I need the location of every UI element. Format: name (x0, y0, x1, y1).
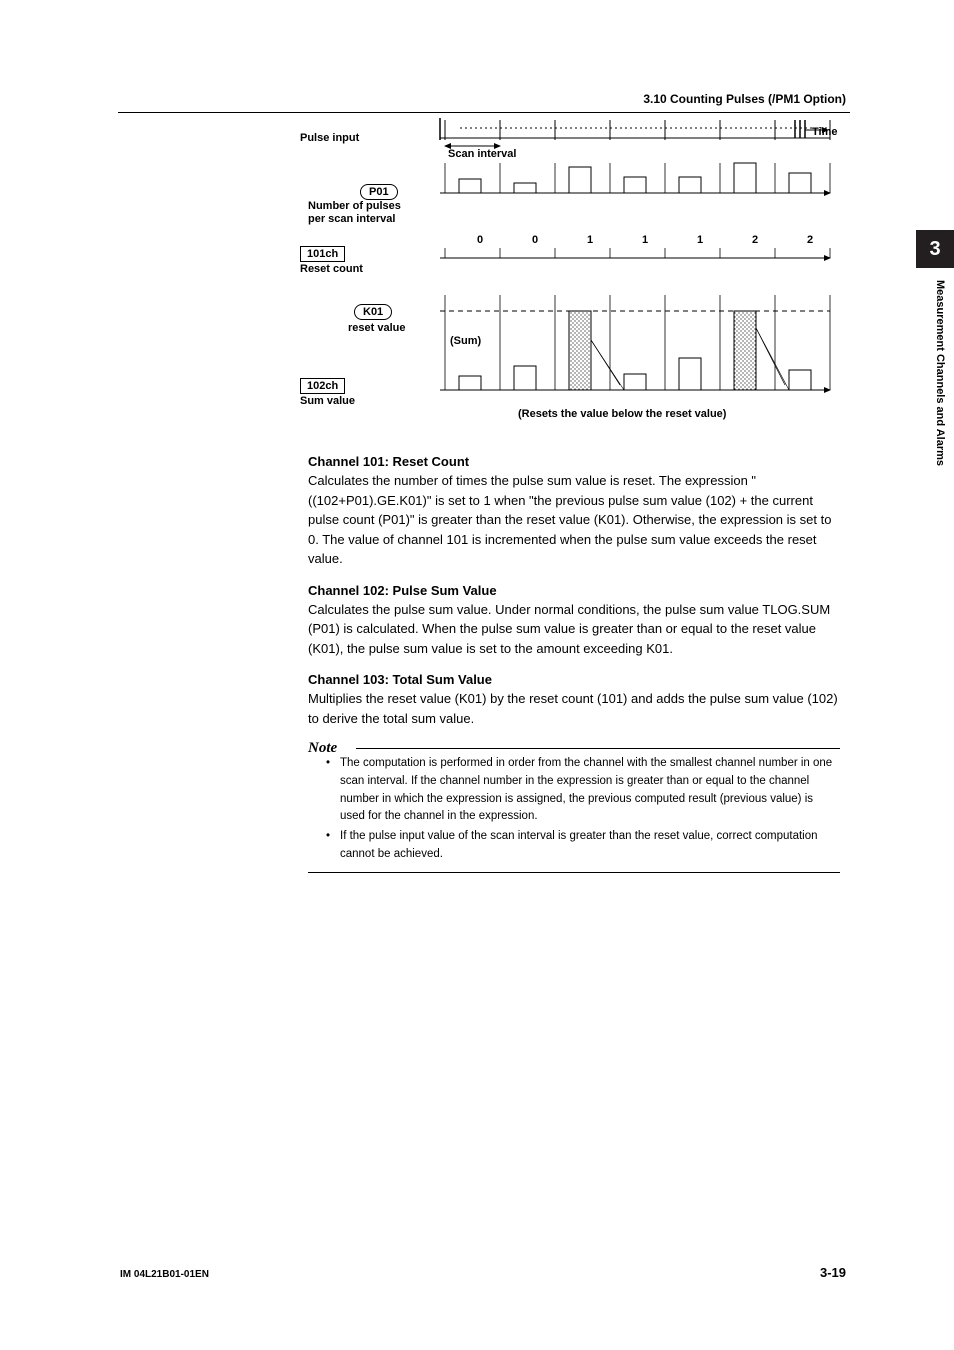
label-scan-interval: Scan interval (448, 148, 516, 160)
label-sum-value: Sum value (300, 395, 355, 407)
label-time: Time (812, 126, 837, 138)
count-0: 0 (477, 234, 483, 246)
count-2: 1 (587, 234, 593, 246)
label-pulse-input: Pulse input (300, 132, 359, 144)
para-ch103: Multiplies the reset value (K01) by the … (308, 689, 840, 728)
section-header: 3.10 Counting Pulses (/PM1 Option) (643, 92, 846, 106)
note-item-2: If the pulse input value of the scan int… (326, 828, 840, 864)
count-5: 2 (752, 234, 758, 246)
pill-k01: K01 (354, 304, 392, 320)
heading-ch101: Channel 101: Reset Count (308, 454, 840, 469)
heading-ch102: Channel 102: Pulse Sum Value (308, 583, 840, 598)
para-ch102: Calculates the pulse sum value. Under no… (308, 600, 840, 659)
note-item-1: The computation is performed in order fr… (326, 755, 840, 826)
note-rule-bottom (308, 872, 840, 873)
body-content: Channel 101: Reset Count Calculates the … (308, 440, 840, 873)
chapter-side-title: Measurement Channels and Alarms (934, 280, 946, 466)
label-reset-count: Reset count (300, 263, 363, 275)
label-reset-note: (Resets the value below the reset value) (518, 408, 726, 420)
count-1: 0 (532, 234, 538, 246)
count-4: 1 (697, 234, 703, 246)
pill-p01: P01 (360, 184, 398, 200)
footer-page: 3-19 (820, 1265, 846, 1280)
box-102ch: 102ch (300, 378, 345, 394)
footer-doc-id: IM 04L21B01-01EN (120, 1269, 209, 1280)
box-101ch: 101ch (300, 246, 345, 262)
note-list: The computation is performed in order fr… (308, 755, 840, 864)
label-sum-paren: (Sum) (450, 335, 481, 347)
label-num-pulses-2: per scan interval (308, 213, 395, 225)
chapter-tab: 3 (916, 230, 954, 268)
label-num-pulses-1: Number of pulses (308, 200, 401, 212)
count-6: 2 (807, 234, 813, 246)
note-rule-top (356, 748, 840, 749)
para-ch101: Calculates the number of times the pulse… (308, 471, 840, 569)
pulse-diagram: Pulse input Time Scan interval P01 Numbe… (300, 118, 840, 428)
heading-ch103: Channel 103: Total Sum Value (308, 672, 840, 687)
count-3: 1 (642, 234, 648, 246)
header-rule (118, 112, 850, 113)
label-reset-value: reset value (348, 322, 405, 334)
